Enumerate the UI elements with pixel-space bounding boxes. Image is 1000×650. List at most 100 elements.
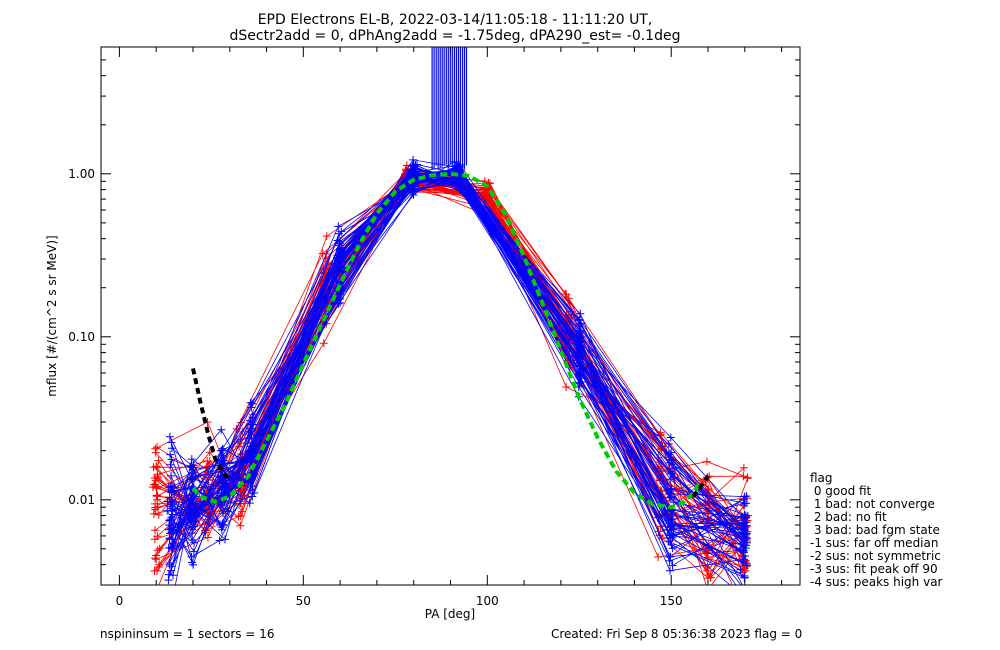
- data-point-marker: [575, 322, 584, 331]
- legend-entry: 0 good fit: [810, 484, 872, 498]
- footer-right: Created: Fri Sep 8 05:36:38 2023 flag = …: [551, 627, 802, 641]
- data-point-marker: [168, 540, 177, 548]
- data-point-marker: [740, 499, 749, 508]
- data-point-marker: [575, 355, 583, 363]
- legend-entry: 1 bad: not converge: [810, 497, 935, 511]
- data-point-marker: [335, 293, 344, 302]
- x-tick-label: 150: [660, 594, 683, 608]
- data-point-marker: [319, 339, 328, 348]
- data-point-marker: [246, 427, 255, 436]
- data-point-marker: [153, 586, 161, 594]
- data-point-marker: [743, 511, 752, 520]
- flux-line-89: [169, 165, 744, 585]
- x-tick-label: 100: [476, 594, 499, 608]
- data-point-marker: [149, 509, 158, 518]
- data-point-marker: [740, 572, 749, 580]
- data-point-marker: [246, 486, 255, 495]
- data-point-marker: [743, 559, 751, 568]
- data-point-marker: [165, 493, 174, 502]
- y-tick-label: 0.10: [68, 330, 95, 344]
- data-point-marker: [152, 491, 161, 500]
- data-point-marker: [704, 553, 713, 562]
- data-point-marker: [152, 462, 161, 471]
- data-point-marker: [170, 587, 178, 595]
- y-tick-label: 1.00: [68, 167, 95, 181]
- data-point-marker: [168, 486, 177, 495]
- data-point-marker: [333, 236, 342, 245]
- data-point-marker: [337, 227, 346, 236]
- flux-line-90: [171, 170, 748, 544]
- flux-line-38: [156, 177, 733, 585]
- fit-curve: [191, 171, 703, 510]
- data-point-marker: [151, 526, 159, 535]
- flux-line-74: [173, 170, 746, 524]
- data-point-marker: [740, 607, 748, 615]
- data-point-marker: [167, 471, 175, 480]
- data-point-marker: [165, 560, 174, 569]
- y-tick-label: 0.01: [68, 493, 95, 507]
- flux-line-56: [171, 179, 744, 558]
- data-point-marker: [335, 241, 343, 250]
- data-point-marker: [220, 479, 229, 488]
- data-point-marker: [150, 566, 159, 575]
- data-point-marker: [167, 529, 176, 538]
- data-point-marker: [166, 450, 175, 459]
- x-tick-label: 50: [296, 594, 311, 608]
- flux-line-85: [169, 167, 747, 565]
- data-point-marker: [166, 460, 175, 469]
- data-point-marker: [188, 525, 197, 534]
- chart-subtitle: dSectr2add = 0, dPhAng2add = -1.75deg, d…: [230, 28, 681, 44]
- data-point-marker: [245, 499, 254, 508]
- data-point-marker: [154, 456, 163, 465]
- data-point-marker: [742, 530, 750, 539]
- data-point-marker: [187, 474, 195, 482]
- data-point-marker: [152, 555, 161, 564]
- data-point-marker: [666, 566, 674, 575]
- legend-entry: -3 sus: fit peak off 90: [810, 562, 938, 576]
- data-point-marker: [153, 443, 161, 452]
- flux-line-79: [174, 169, 744, 585]
- data-point-marker: [337, 255, 346, 264]
- data-point-marker: [188, 536, 197, 544]
- data-point-marker: [702, 457, 711, 466]
- data-point-marker: [188, 558, 196, 567]
- data-point-marker: [167, 455, 176, 464]
- legend-title: flag: [810, 471, 833, 485]
- data-point-marker: [741, 552, 750, 561]
- data-point-marker: [575, 340, 584, 349]
- data-point-marker: [703, 486, 712, 495]
- data-point-marker: [205, 457, 214, 465]
- data-point-marker: [336, 264, 345, 273]
- data-point-marker: [187, 461, 196, 470]
- data-point-marker: [217, 425, 226, 434]
- data-point-marker: [741, 586, 749, 594]
- data-point-marker: [739, 524, 748, 533]
- data-point-marker: [150, 480, 158, 489]
- data-point-marker: [215, 536, 224, 545]
- data-point-marker: [203, 533, 212, 542]
- data-point-marker: [153, 472, 162, 481]
- data-point-marker: [576, 351, 585, 360]
- data-point-marker: [741, 544, 750, 552]
- data-point-marker: [187, 498, 196, 507]
- data-point-marker: [336, 249, 345, 258]
- data-point-marker: [221, 535, 229, 544]
- data-point-marker: [189, 491, 198, 500]
- data-point-marker: [216, 520, 224, 529]
- data-point-marker: [187, 505, 196, 514]
- data-point-marker: [562, 383, 571, 391]
- data-point-marker: [577, 378, 586, 386]
- data-point-marker: [739, 548, 748, 557]
- x-tick-label: 0: [116, 594, 124, 608]
- data-point-marker: [666, 475, 675, 484]
- flux-line-94: [172, 175, 744, 576]
- data-point-marker: [205, 448, 214, 457]
- data-point-marker: [163, 497, 172, 506]
- footer-left: nspininsum = 1 sectors = 16: [100, 627, 274, 641]
- legend-entry: 2 bad: no fit: [810, 510, 887, 524]
- legend-entry: -4 sus: peaks high var: [810, 575, 943, 589]
- legend-entry: -1 sus: far off median: [810, 536, 938, 550]
- flux-line-78: [169, 174, 746, 549]
- data-point-marker: [187, 517, 196, 526]
